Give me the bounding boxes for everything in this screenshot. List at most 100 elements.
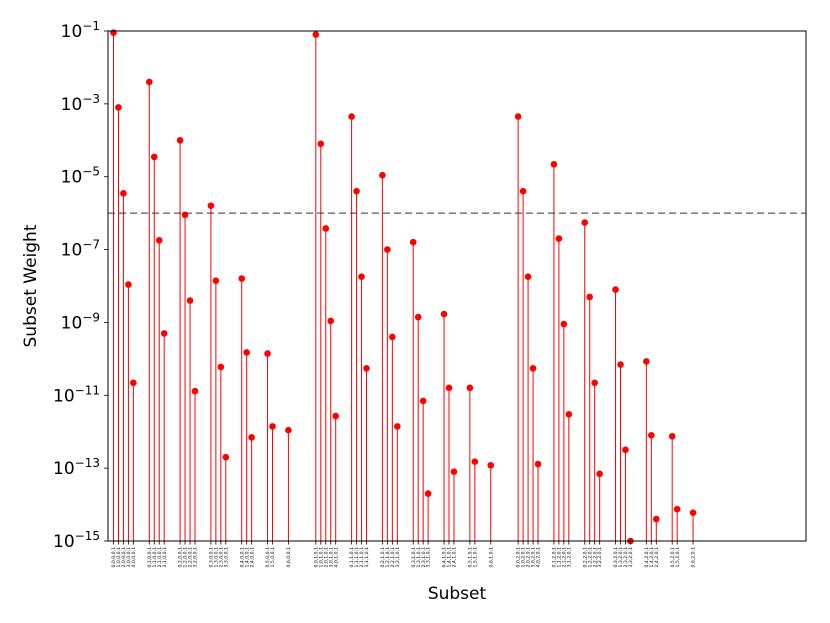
data-point xyxy=(115,104,122,111)
y-tick-label: 10−15 xyxy=(53,529,100,552)
x-tick-label: 3,1,1,0,1 xyxy=(364,547,370,568)
y-tick-label: 10−5 xyxy=(61,165,100,188)
x-tick-label: 0,2,1,0,1 xyxy=(380,547,386,568)
data-point xyxy=(612,286,619,293)
data-point xyxy=(176,136,184,144)
x-tick-label: 1,2,0,0,1 xyxy=(183,547,189,568)
data-point xyxy=(332,412,340,420)
data-point xyxy=(222,453,230,461)
data-point xyxy=(409,238,417,246)
x-tick-label: 0,5,2,0,1 xyxy=(670,547,676,568)
data-point xyxy=(565,411,573,418)
y-tick-label: 10−7 xyxy=(61,238,100,261)
x-tick-label: 0,0,1,0,1 xyxy=(313,547,319,568)
data-point xyxy=(317,140,325,148)
data-point xyxy=(450,468,458,475)
stems-layer xyxy=(113,32,694,541)
x-tick-label: 0,2,2,0,1 xyxy=(582,547,588,568)
x-tick-label: 1,1,0,0,1 xyxy=(152,547,158,568)
data-point xyxy=(384,246,391,253)
y-tick-label: 10−1 xyxy=(61,19,100,42)
x-tick-label: 3,3,1,0,1 xyxy=(426,547,432,568)
x-tick-label: 1,5,1,0,1 xyxy=(472,547,478,568)
data-point xyxy=(110,29,117,36)
data-point xyxy=(643,358,650,365)
x-tick-label: 1,4,0,0,1 xyxy=(244,547,250,568)
x-tick-label: 2,3,0,0,1 xyxy=(218,547,224,568)
x-tick-label: 1,0,2,0,1 xyxy=(521,547,527,568)
x-tick-label: 3,2,0,0,1 xyxy=(193,547,199,568)
x-tick-label: 3,3,0,0,1 xyxy=(223,547,229,568)
x-tick-label: 2,4,1,0,1 xyxy=(452,547,458,568)
data-point xyxy=(212,277,220,284)
x-tick-label: 2,3,1,0,1 xyxy=(421,547,427,568)
x-tick-label: 4,0,2,0,1 xyxy=(536,547,542,568)
x-tick-label: 0,0,2,0,1 xyxy=(516,547,522,568)
data-point xyxy=(622,446,629,454)
data-point xyxy=(471,458,479,466)
data-point xyxy=(145,78,153,86)
x-tick-label: 2,2,1,0,1 xyxy=(390,547,396,568)
data-point xyxy=(191,387,199,395)
x-tick-label: 0,4,1,0,1 xyxy=(442,547,448,568)
data-point xyxy=(150,153,158,161)
x-tick-label: 0,3,0,0,1 xyxy=(209,547,215,568)
data-point xyxy=(529,365,537,372)
x-tick-label: 1,4,1,0,1 xyxy=(447,547,453,568)
data-point xyxy=(414,313,422,321)
data-point xyxy=(668,432,676,440)
data-point xyxy=(269,423,276,430)
x-tick-label: 1,2,1,0,1 xyxy=(385,547,391,568)
data-point xyxy=(348,113,355,120)
data-point xyxy=(312,31,320,38)
y-tick-label: 10−11 xyxy=(53,383,100,406)
data-point xyxy=(322,225,330,232)
x-tick-label: 3,3,2,0,1 xyxy=(628,547,634,568)
x-tick-label: 2,0,0,0,1 xyxy=(121,547,127,568)
x-tick-label: 2,4,0,0,1 xyxy=(249,547,255,568)
data-point xyxy=(363,365,370,372)
data-point xyxy=(648,431,655,439)
data-point xyxy=(652,515,660,523)
x-tick-label: 1,0,1,0,1 xyxy=(318,547,324,568)
data-point xyxy=(419,397,427,405)
data-point xyxy=(327,317,335,325)
x-tick-label: 2,3,2,0,1 xyxy=(623,547,629,568)
data-point xyxy=(445,384,453,392)
x-tick-label: 1,3,1,0,1 xyxy=(416,547,422,568)
x-tick-label: 1,2,2,0,1 xyxy=(587,547,593,568)
data-point xyxy=(689,509,697,516)
x-tick-label: 4,0,0,0,1 xyxy=(131,547,137,568)
data-point xyxy=(264,350,271,357)
data-point xyxy=(160,330,168,337)
y-tick-label: 10−13 xyxy=(53,456,100,479)
x-tick-label: 2,1,1,0,1 xyxy=(359,547,365,568)
data-point xyxy=(243,349,250,356)
x-tick-label: 1,0,0,0,1 xyxy=(116,547,122,568)
data-point xyxy=(155,236,163,244)
x-tick-label: 2,1,2,0,1 xyxy=(561,547,567,568)
data-point xyxy=(514,113,522,120)
x-tick-label: 1,5,2,0,1 xyxy=(675,547,681,568)
data-point xyxy=(524,273,532,281)
x-tick-label: 3,0,2,0,1 xyxy=(531,547,537,568)
x-tick-label: 0,4,2,0,1 xyxy=(644,547,650,568)
x-tick-label: 0,6,0,0,1 xyxy=(286,547,292,568)
x-tick-label: 4,0,1,0,1 xyxy=(333,547,339,568)
x-tick-label: 0,6,1,0,1 xyxy=(488,547,494,568)
data-point xyxy=(440,310,448,318)
data-point xyxy=(217,363,225,371)
data-point xyxy=(596,470,603,478)
data-point xyxy=(534,460,542,468)
data-point xyxy=(389,333,396,341)
x-tick-label: 0,6,2,0,1 xyxy=(691,547,697,568)
y-axis: 10−15 10−13 10−11 10−9 10−7 10−5 10−3 10−1 xyxy=(53,19,108,552)
data-point xyxy=(394,423,401,430)
x-tick-label: 2,2,0,0,1 xyxy=(188,547,194,568)
x-tick-label: 1,3,0,0,1 xyxy=(213,547,219,568)
data-point xyxy=(673,505,681,513)
x-tick-label: 1,3,2,0,1 xyxy=(618,547,624,568)
x-tick-label: 0,1,0,0,1 xyxy=(147,547,153,568)
data-point xyxy=(186,297,194,304)
